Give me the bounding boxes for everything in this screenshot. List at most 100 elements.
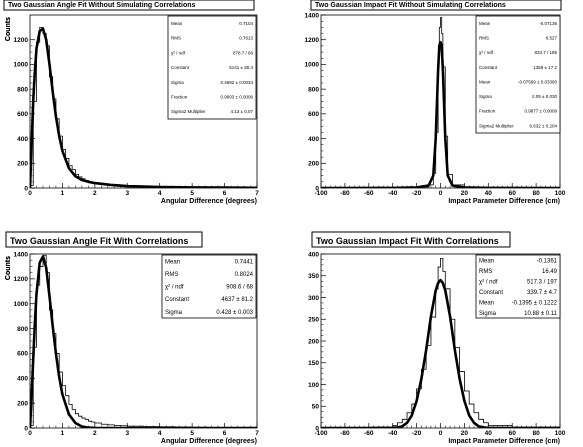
x-tick-label: 6 — [223, 190, 227, 197]
stats-box: Mean -0.07136 RMS 6.527 χ² / ndf 833.7 / 185 C… — [475, 15, 561, 134]
stats-label: Sigma — [479, 94, 492, 99]
x-tick-label: -100 — [314, 190, 327, 197]
y-tick-label: 400 — [308, 136, 319, 143]
y-tick-label: 600 — [17, 111, 28, 118]
y-tick-label: 800 — [17, 86, 28, 93]
y-tick-label: 1000 — [305, 62, 320, 69]
x-tick-label: -60 — [364, 430, 374, 437]
x-tick-label: 3 — [125, 190, 129, 197]
y-tick-label: 250 — [308, 317, 319, 324]
x-tick-label: 20 — [461, 430, 469, 437]
stats-value: -0.07569 ± 0.03360 — [518, 79, 557, 84]
y-tick-label: 800 — [308, 86, 319, 93]
stats-label: RMS — [479, 269, 492, 275]
stats-value: 878.7 / 66 — [233, 50, 254, 55]
chart-title-box — [311, 231, 511, 248]
x-tick-label: -40 — [388, 430, 398, 437]
x-tick-label: 40 — [485, 190, 493, 197]
y-tick-label: 150 — [308, 360, 319, 367]
stats-value: 517.3 / 197 — [527, 279, 558, 285]
x-tick-label: 20 — [461, 190, 469, 197]
stats-value: 5141 ± 80.4 — [229, 65, 253, 70]
x-tick-label: 7 — [255, 430, 259, 437]
y-tick-label: 600 — [17, 351, 28, 358]
x-tick-label: 0 — [28, 430, 32, 437]
stats-label: RMS — [171, 36, 181, 41]
stats-value: 0.8024 — [235, 272, 254, 278]
y-tick-label: 400 — [17, 376, 28, 383]
fit-curve — [321, 278, 560, 428]
fit-curve — [321, 40, 560, 188]
stats-label: Sigma — [171, 80, 184, 85]
y-tick-label: 1400 — [305, 12, 320, 19]
chart-panel-3: Two Gaussian Angle Fit With Correlations… — [5, 231, 259, 445]
x-axis-label: Impact Parameter Difference (cm) — [448, 438, 560, 445]
x-tick-label: -100 — [314, 430, 327, 437]
stats-box: Mean 0.7441 RMS 0.8024 χ² / ndf 908.6 / 68 Con… — [161, 254, 257, 319]
y-axis-label: Counts — [5, 17, 12, 41]
x-axis-label: Angular Difference (degrees) — [161, 438, 257, 445]
stats-value: 0.7441 — [235, 259, 254, 265]
x-tick-label: 0 — [439, 190, 443, 197]
y-tick-label: 1200 — [305, 37, 320, 44]
stats-box-frame — [167, 15, 257, 120]
x-tick-label: 100 — [555, 190, 566, 197]
x-tick-label: 1 — [61, 190, 65, 197]
x-tick-label: 5 — [190, 190, 194, 197]
y-axis-label: Counts — [5, 256, 12, 280]
x-tick-label: 4 — [158, 190, 162, 197]
stats-value: 1358 ± 17.2 — [533, 65, 557, 70]
stats-value: 0.4692 ± 0.0034 — [221, 80, 254, 85]
stats-label: χ² / ndf — [479, 50, 494, 55]
stats-label: Mean — [479, 300, 494, 306]
stats-label: Constant — [165, 297, 189, 303]
x-axis-label: Angular Difference (degrees) — [161, 198, 257, 205]
x-tick-label: 5 — [190, 430, 194, 437]
stats-value: 908.6 / 68 — [226, 285, 253, 291]
x-tick-label: 6 — [223, 430, 227, 437]
x-tick-label: 60 — [509, 430, 517, 437]
y-tick-label: 200 — [17, 400, 28, 407]
stats-label: Mean — [479, 79, 491, 84]
y-tick-label: 1400 — [14, 251, 29, 258]
chart-title: Two Gaussian Angle Fit With Correlations — [10, 236, 188, 246]
stats-value: 16.49 — [542, 269, 558, 275]
stats-label: Constant — [479, 65, 498, 70]
y-tick-label: 800 — [17, 326, 28, 333]
y-tick-label: 400 — [308, 251, 319, 258]
stats-label: χ² / ndf — [479, 279, 498, 285]
y-tick-label: 50 — [312, 404, 320, 411]
stats-value: 0.7613 — [239, 36, 253, 41]
x-tick-label: -20 — [412, 430, 422, 437]
y-tick-label: 100 — [308, 382, 319, 389]
y-tick-label: 1200 — [14, 276, 29, 283]
y-tick-label: 350 — [308, 273, 319, 280]
y-tick-label: 300 — [308, 295, 319, 302]
stats-label: Mean — [479, 21, 491, 26]
y-tick-label: 200 — [17, 161, 28, 168]
x-tick-label: -20 — [412, 190, 422, 197]
x-tick-label: 0 — [439, 430, 443, 437]
fit-curve — [30, 255, 257, 428]
y-tick-label: 0 — [24, 425, 28, 432]
stats-value: 2.09 ± 0.030 — [532, 94, 557, 99]
stats-value: 10.88 ± 0.11 — [524, 311, 558, 317]
stats-label: Constant — [171, 65, 190, 70]
stats-box-frame — [475, 15, 561, 134]
y-tick-label: 0 — [315, 425, 319, 432]
x-tick-label: 0 — [28, 190, 32, 197]
stats-box-frame — [161, 254, 257, 319]
data-histogram — [321, 257, 560, 428]
x-tick-label: -40 — [388, 190, 398, 197]
y-tick-label: 1200 — [14, 37, 29, 44]
x-tick-label: 40 — [485, 430, 493, 437]
stats-value: 833.7 / 185 — [534, 50, 557, 55]
chart-title: Two Gaussian Impact Fit Without Simulati… — [315, 2, 506, 9]
stats-label: RMS — [165, 272, 178, 278]
y-tick-label: 1000 — [14, 301, 29, 308]
stats-value: -0.1361 — [537, 258, 558, 264]
y-tick-label: 1000 — [14, 62, 29, 69]
stats-value: 0.9603 ± 0.0006 — [221, 95, 254, 100]
x-tick-label: 7 — [255, 190, 259, 197]
